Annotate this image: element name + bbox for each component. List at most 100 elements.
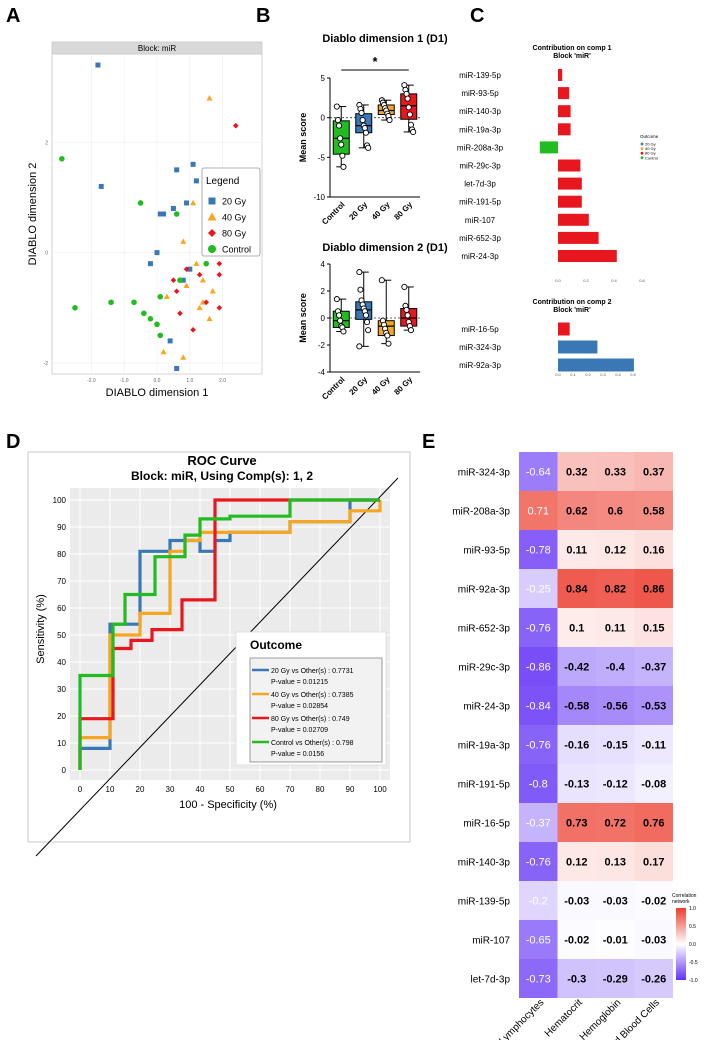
bar-label: miR-107: [465, 216, 496, 225]
data-point: [407, 327, 415, 334]
cell-value: -0.42: [564, 662, 589, 674]
legend-tick-label: 0.0: [689, 942, 696, 948]
chart-title: Diablo dimension 1 (D1): [322, 33, 448, 45]
heatmap-cell: [557, 608, 596, 647]
heatmap-cell: [557, 764, 596, 803]
row-label: miR-93-5p: [463, 546, 510, 557]
y-tick-label: 40: [57, 658, 66, 667]
heatmap-cell: [634, 647, 673, 686]
panel-label-a: A: [6, 5, 20, 27]
y-tick-label: 0: [321, 114, 326, 123]
cell-value: -0.12: [603, 779, 628, 791]
x-tick-label: 20 Gy: [347, 200, 369, 222]
data-point: [357, 286, 364, 293]
x-tick-label: 50: [226, 785, 235, 794]
bar-label: miR-24-3p: [461, 252, 499, 261]
cell-value: -0.02: [564, 935, 589, 947]
y-tick-label: 10: [57, 739, 66, 748]
data-point: [403, 306, 410, 313]
contribution-bar: [558, 213, 589, 226]
cell-value: 0.16: [643, 545, 664, 557]
x-tick-label: 0.0: [555, 278, 561, 283]
bar-label: let-7d-3p: [464, 180, 496, 189]
cell-value: -0.13: [564, 779, 589, 791]
cell-value: 0.37: [643, 467, 664, 479]
point-40gy: [209, 288, 216, 294]
bar-label: miR-16-5p: [461, 325, 499, 334]
y-tick-label: 0: [321, 314, 326, 323]
legend-entry: Control: [222, 245, 251, 255]
x-tick-label: 1.0: [186, 378, 193, 384]
heatmap-cell: [596, 881, 635, 920]
legend-inner: [249, 657, 383, 763]
heatmap-cell: [519, 959, 558, 998]
color-legend-bar: [676, 908, 686, 980]
legend-swatch: [640, 156, 644, 160]
x-tick-label: 0.4: [611, 278, 617, 283]
data-point: [335, 312, 343, 319]
x-tick-label: 0.0: [555, 372, 561, 377]
data-point: [335, 122, 343, 129]
bar-label: miR-652-3p: [459, 234, 501, 243]
bar-label: miR-139-5p: [459, 71, 501, 80]
chart-subtitle: Block 'miR': [553, 307, 591, 314]
cell-value: -0.76: [526, 740, 551, 752]
x-tick-label: Control: [320, 200, 346, 226]
x-tick-label: 30: [166, 785, 175, 794]
heatmap-cell: [634, 920, 673, 959]
point-20gy: [174, 167, 180, 173]
row-label: miR-24-3p: [463, 702, 510, 713]
point-40gy: [196, 304, 203, 311]
heatmap-cell: [634, 608, 673, 647]
point-control: [154, 321, 160, 328]
bar-label: miR-191-5p: [459, 198, 501, 207]
y-axis-label: Mean score: [298, 113, 308, 163]
cell-value: 0.12: [566, 857, 587, 869]
point-40gy: [183, 282, 190, 289]
x-tick-label: 0.2: [583, 278, 589, 283]
cell-value: -0.25: [526, 584, 551, 596]
cell-value: 0.12: [605, 545, 626, 557]
legend-entry: 20 Gy vs Other(s) : 0.7731: [271, 668, 354, 675]
data-point: [410, 128, 417, 135]
row-label: miR-324-3p: [458, 468, 511, 479]
data-point: [404, 312, 411, 319]
heatmap-cell: [557, 491, 596, 530]
heatmap-cell: [634, 959, 673, 998]
point-20gy: [193, 178, 199, 184]
cell-value: -0.56: [603, 701, 628, 713]
data-point: [378, 277, 385, 284]
cell-value: -0.26: [641, 974, 666, 986]
point-20gy: [95, 62, 101, 68]
cell-value: -0.15: [603, 740, 628, 752]
bar-label: miR-29c-3p: [459, 162, 501, 171]
legend-entry: 80 Gy vs Other(s) : 0.749: [271, 716, 350, 723]
heatmap-cell: [519, 881, 558, 920]
x-tick-label: 0: [78, 785, 83, 794]
point-40gy: [199, 277, 206, 283]
point-control: [72, 304, 78, 311]
x-tick-label: 40 Gy: [370, 200, 392, 222]
x-tick-label: 0.0: [154, 378, 161, 384]
point-20gy: [157, 211, 163, 217]
cell-value: 0.62: [566, 506, 587, 518]
x-tick-label: 0.2: [585, 372, 591, 377]
cell-value: -0.37: [641, 662, 666, 674]
point-control: [108, 299, 114, 306]
heatmap-cell: [596, 686, 635, 725]
heatmap-cell: [596, 803, 635, 842]
x-tick-label: 40: [196, 785, 205, 794]
heatmap-cell: [596, 452, 635, 491]
cell-value: -0.03: [564, 896, 589, 908]
legend-title: Correlation: [672, 893, 697, 899]
x-tick-label: -2.0: [87, 378, 96, 384]
heatmap-cell: [596, 764, 635, 803]
bar-label: miR-93-5p: [461, 89, 499, 98]
cell-value: -0.8: [529, 779, 548, 791]
data-point: [405, 104, 412, 111]
x-tick-label: 10: [106, 785, 115, 794]
point-20gy: [147, 261, 153, 267]
y-tick-label: 60: [57, 604, 66, 613]
row-label: miR-139-5p: [458, 897, 511, 908]
legend-pvalue: P-value = 0.02709: [271, 727, 328, 734]
